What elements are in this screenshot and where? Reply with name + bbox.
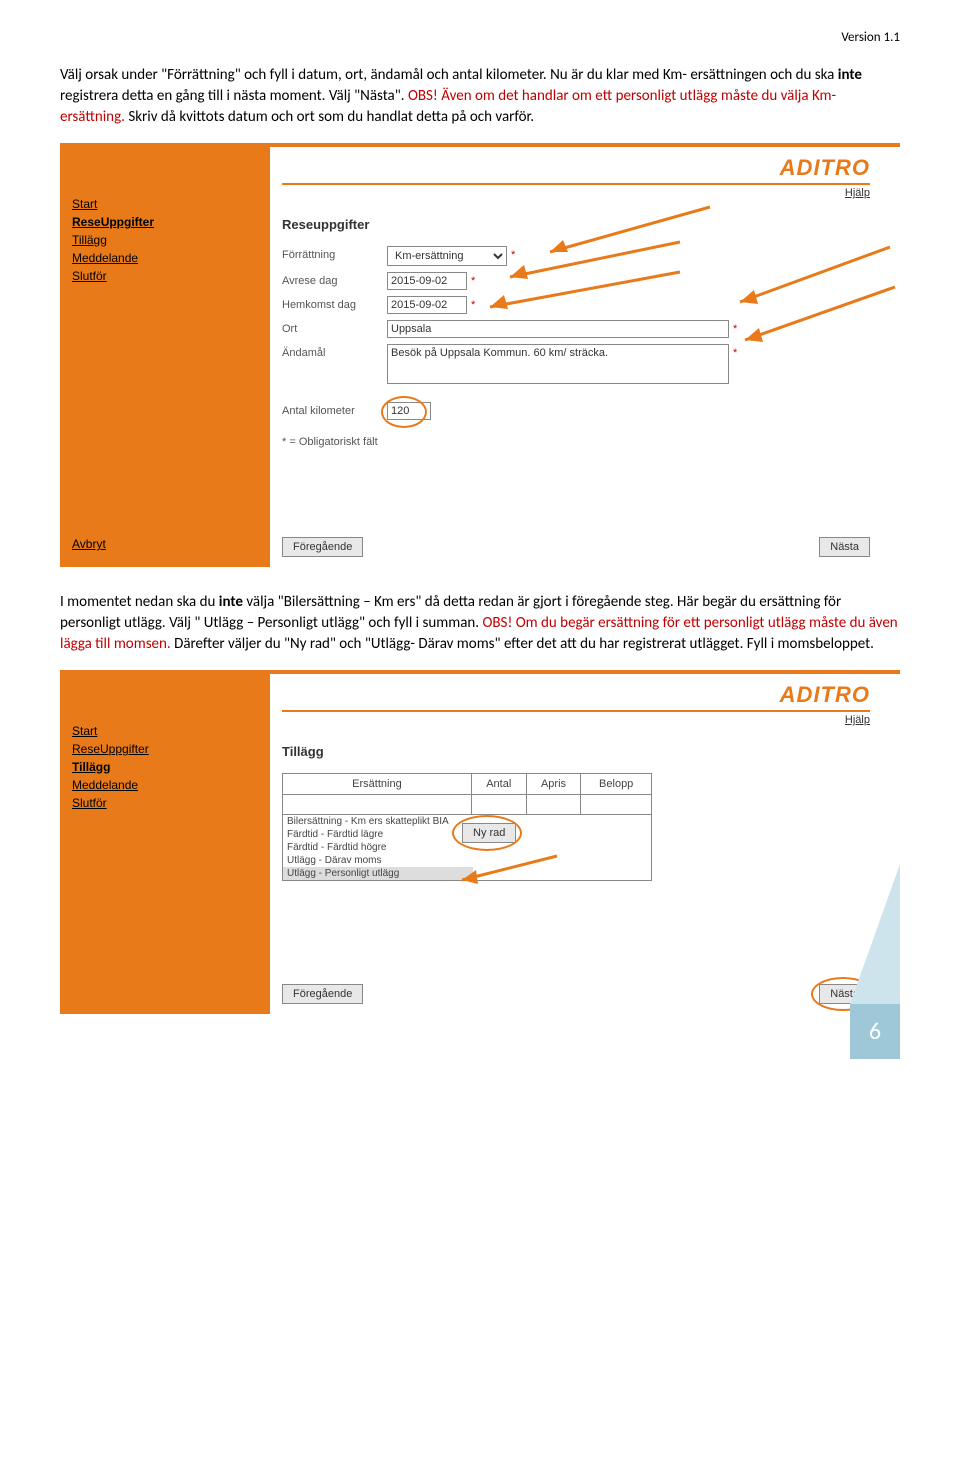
label-forrattning: Förrättning: [282, 246, 387, 261]
para1-text1: Välj orsak under "Förrättning" och fyll …: [60, 66, 838, 84]
required-marker: *: [511, 246, 515, 261]
help-link[interactable]: Hjälp: [282, 187, 870, 199]
form-heading: Tillägg: [282, 744, 870, 759]
nyrad-button[interactable]: Ny rad: [462, 823, 516, 843]
nav-start[interactable]: Start: [72, 724, 258, 738]
cell-belopp[interactable]: [581, 795, 651, 815]
input-hemkomst[interactable]: [387, 296, 467, 314]
cell-apris[interactable]: [527, 795, 582, 815]
required-marker: *: [471, 272, 475, 287]
textarea-andamal[interactable]: [387, 344, 729, 384]
input-km[interactable]: [387, 402, 431, 420]
screenshot-reseuppgifter: Start ReseUppgifter Tillägg Meddelande S…: [60, 143, 900, 567]
prev-button[interactable]: Föregående: [282, 537, 363, 557]
prev-button[interactable]: Föregående: [282, 984, 363, 1004]
dropdown-option[interactable]: Utlägg - Därav moms: [283, 854, 473, 867]
main-panel: ADITRO Hjälp Tillägg Ersättning Antal Ap…: [270, 674, 900, 1014]
version-text: Version 1.1: [60, 30, 900, 45]
paragraph-1: Välj orsak under "Förrättning" och fyll …: [60, 65, 900, 128]
nav-meddelande[interactable]: Meddelande: [72, 778, 258, 792]
para2-text1: I momentet nedan ska du: [60, 593, 219, 611]
input-ort[interactable]: [387, 320, 729, 338]
ersattning-dropdown[interactable]: Bilersättning - Km ers skatteplikt BIA F…: [283, 815, 473, 880]
help-link[interactable]: Hjälp: [282, 714, 870, 726]
label-km: Antal kilometer: [282, 402, 387, 417]
decorative-triangle: [850, 864, 900, 1004]
para1-text3: Skriv då kvittots datum och ort som du h…: [125, 108, 534, 126]
para2-text3: Därefter väljer du "Ny rad" och "Utlägg-…: [171, 635, 874, 653]
logo-text: ADITRO: [282, 155, 870, 185]
dropdown-option[interactable]: Färdtid - Färdtid högre: [283, 841, 473, 854]
sidebar: Start ReseUppgifter Tillägg Meddelande S…: [60, 147, 270, 567]
th-belopp: Belopp: [581, 774, 651, 795]
next-button[interactable]: Nästa: [819, 537, 870, 557]
nav-slutfor[interactable]: Slutför: [72, 269, 258, 283]
label-hemkomst: Hemkomst dag: [282, 296, 387, 311]
th-ersattning: Ersättning: [283, 774, 472, 795]
page-number: 6: [850, 1004, 900, 1059]
para2-bold: inte: [219, 593, 243, 611]
logo-text: ADITRO: [282, 682, 870, 712]
form-heading: Reseuppgifter: [282, 217, 870, 232]
screenshot-tillagg: Start ReseUppgifter Tillägg Meddelande S…: [60, 670, 900, 1014]
dropdown-option[interactable]: Färdtid - Färdtid lägre: [283, 828, 473, 841]
label-avrese: Avrese dag: [282, 272, 387, 287]
required-marker: *: [733, 344, 737, 359]
dropdown-option[interactable]: Bilersättning - Km ers skatteplikt BIA: [283, 815, 473, 828]
label-ort: Ort: [282, 320, 387, 335]
select-forrattning[interactable]: Km-ersättning: [387, 246, 507, 266]
main-panel: ADITRO Hjälp Reseuppgifter Förrättning K…: [270, 147, 900, 567]
nav-tillagg[interactable]: Tillägg: [72, 760, 258, 774]
label-andamal: Ändamål: [282, 344, 387, 359]
nav-reseuppgifter[interactable]: ReseUppgifter: [72, 742, 258, 756]
required-marker: *: [733, 320, 737, 335]
para1-text2: registrera detta en gång till i nästa mo…: [60, 87, 408, 105]
th-apris: Apris: [527, 774, 582, 795]
sidebar: Start ReseUppgifter Tillägg Meddelande S…: [60, 674, 270, 1014]
required-legend: * = Obligatoriskt fält: [282, 436, 870, 448]
nav-start[interactable]: Start: [72, 197, 258, 211]
nav-meddelande[interactable]: Meddelande: [72, 251, 258, 265]
required-marker: *: [471, 296, 475, 311]
nav-slutfor[interactable]: Slutför: [72, 796, 258, 810]
para1-bold: inte: [838, 66, 862, 84]
input-avrese[interactable]: [387, 272, 467, 290]
cell-ersattning[interactable]: [283, 795, 472, 815]
cell-antal[interactable]: [472, 795, 527, 815]
nav-tillagg[interactable]: Tillägg: [72, 233, 258, 247]
nav-avbryt[interactable]: Avbryt: [72, 537, 258, 551]
paragraph-2: I momentet nedan ska du inte välja "Bile…: [60, 592, 900, 655]
th-antal: Antal: [472, 774, 527, 795]
nav-reseuppgifter[interactable]: ReseUppgifter: [72, 215, 258, 229]
